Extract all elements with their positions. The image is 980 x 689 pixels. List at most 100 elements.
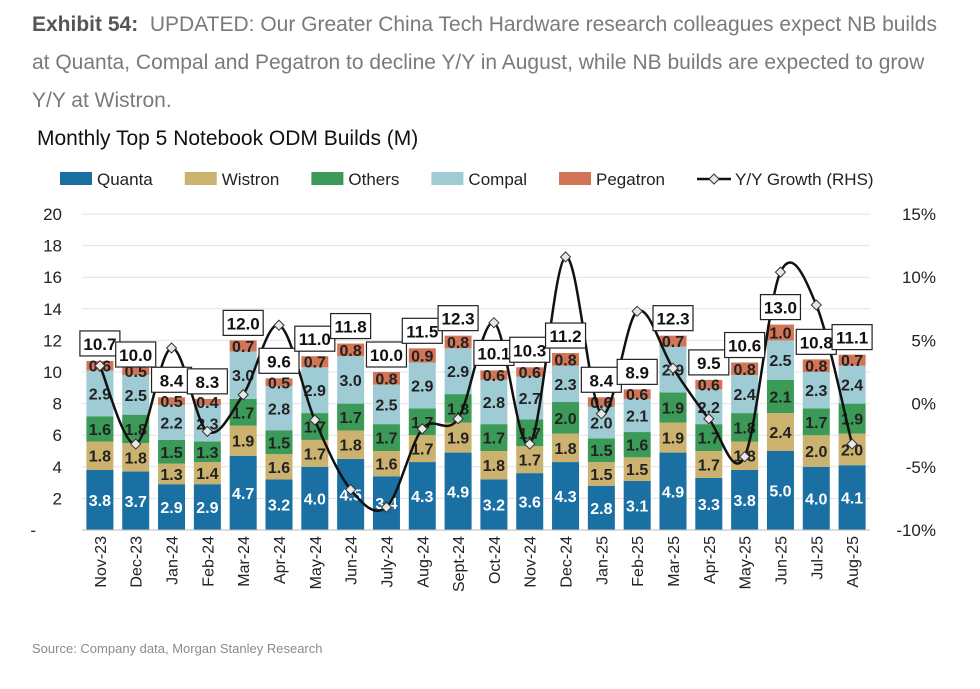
bar-segment-quanta <box>122 471 150 530</box>
bar-segment-pegatron <box>372 372 400 385</box>
total-label: 10.8 <box>800 333 833 352</box>
data-label: 2.5 <box>769 353 791 370</box>
yoy-growth-marker <box>738 450 751 463</box>
data-label: 1.3 <box>160 467 182 484</box>
bar-segment-wistron <box>480 451 508 480</box>
data-label: 1.4 <box>196 466 218 483</box>
data-label: 1.5 <box>160 445 182 462</box>
data-label: 1.9 <box>662 431 684 448</box>
source-note: Source: Company data, Morgan Stanley Res… <box>32 641 323 656</box>
x-axis-tick-label: Nov-24 <box>523 536 540 588</box>
bar-segment-pegatron <box>265 378 293 387</box>
data-label: 2.1 <box>626 408 648 425</box>
legend-swatch-compal <box>431 172 464 185</box>
bar-segment-compal <box>444 348 472 395</box>
total-label-box <box>330 312 372 340</box>
bar-segment-quanta <box>301 466 329 530</box>
legend-label: Y/Y Growth (RHS) <box>735 170 874 189</box>
bar-segment-wistron <box>158 463 186 485</box>
yoy-growth-marker <box>94 359 106 372</box>
bar-segment-quanta <box>587 485 615 530</box>
total-label: 11.2 <box>549 327 581 346</box>
data-label: 1.7 <box>340 410 362 427</box>
bar-segment-pegatron <box>695 379 723 390</box>
bar-segment-compal <box>337 356 365 404</box>
data-label: 3.6 <box>519 495 541 512</box>
yoy-growth-marker <box>703 413 715 425</box>
bar-segment-wistron <box>623 457 651 482</box>
total-label-box <box>616 358 658 385</box>
bar-segment-wistron <box>301 439 329 467</box>
bar-segment-quanta <box>766 451 794 530</box>
data-label: 1.5 <box>268 435 290 452</box>
bar-segment-compal <box>623 398 651 433</box>
yoy-growth-marker <box>380 501 393 513</box>
bar-segment-wistron <box>265 454 293 480</box>
y-axis-tick-label: 18 <box>43 237 62 256</box>
bar-segment-others <box>623 432 651 458</box>
data-label: 2.0 <box>841 442 863 459</box>
data-label: 4.0 <box>805 491 827 508</box>
data-label: 2.0 <box>805 444 827 461</box>
chart-title: Monthly Top 5 Notebook ODM Builds (M) <box>37 127 419 150</box>
yoy-growth-marker <box>774 266 787 278</box>
total-label: 10.7 <box>83 335 116 354</box>
bar-segment-pegatron <box>229 340 257 352</box>
x-axis-tick-label: July-24 <box>379 536 396 588</box>
data-label: 2.5 <box>375 397 397 414</box>
bar-segment-others <box>372 424 400 451</box>
bar-segment-pegatron <box>623 389 651 399</box>
bar-segment-quanta <box>265 479 293 530</box>
bar-segment-pegatron <box>838 354 866 366</box>
legend-swatch-others <box>311 172 344 185</box>
data-label: 3.8 <box>89 493 111 510</box>
yoy-growth-marker <box>488 316 500 329</box>
data-label: 3.7 <box>125 494 147 511</box>
total-label-box <box>473 339 515 367</box>
total-label: 10.0 <box>370 346 403 365</box>
yoy-growth-marker <box>559 251 572 263</box>
total-label-box <box>115 341 157 368</box>
x-axis-tick-label: Jun-25 <box>773 536 790 585</box>
x-axis-tick-label: Jul-25 <box>809 536 826 580</box>
bar-segment-compal <box>766 340 794 380</box>
data-label: 2.9 <box>160 500 182 517</box>
total-label-box <box>795 328 837 355</box>
data-label: 1.7 <box>519 453 541 470</box>
data-label: 2.3 <box>554 377 576 394</box>
yoy-growth-marker <box>237 389 249 401</box>
bar-segment-compal <box>838 365 866 404</box>
data-label: 2.8 <box>268 401 290 418</box>
data-label: 2.3 <box>805 383 827 400</box>
data-label: 0.6 <box>519 365 541 382</box>
x-axis-tick-label: Jun-24 <box>344 536 361 585</box>
data-label: 0.7 <box>662 334 684 351</box>
x-axis-tick-label: Mar-25 <box>666 536 683 587</box>
bar-segment-compal <box>480 379 508 425</box>
x-axis-tick-label: Apr-24 <box>272 536 289 584</box>
data-label: 0.5 <box>125 364 147 381</box>
bar-segment-compal <box>408 362 436 409</box>
total-label-box <box>688 349 730 376</box>
data-label: 1.9 <box>662 401 684 418</box>
data-label: 1.8 <box>89 449 111 466</box>
x-axis-tick-label: Jan-24 <box>165 536 182 585</box>
x-axis-tick-label: Feb-25 <box>630 536 647 587</box>
data-label: 1.6 <box>375 457 397 474</box>
total-label: 12.3 <box>656 310 689 329</box>
total-label: 12.0 <box>227 314 260 333</box>
total-label: 8.4 <box>160 371 184 390</box>
bar-segment-pegatron <box>587 397 615 407</box>
data-label: 1.7 <box>411 442 433 459</box>
data-label: 2.0 <box>554 411 576 428</box>
yoy-growth-marker <box>344 483 357 496</box>
y-axis-tick-label: 16 <box>43 268 62 287</box>
yoy-growth-marker <box>846 438 858 450</box>
total-label-box <box>759 294 802 321</box>
bar-segment-compal <box>731 375 759 414</box>
y-axis-tick-label: - <box>30 521 36 540</box>
data-label: 4.3 <box>554 489 576 506</box>
bar-segment-others <box>587 438 615 463</box>
bar-segment-pegatron <box>516 367 544 377</box>
data-label: 2.1 <box>769 389 791 406</box>
